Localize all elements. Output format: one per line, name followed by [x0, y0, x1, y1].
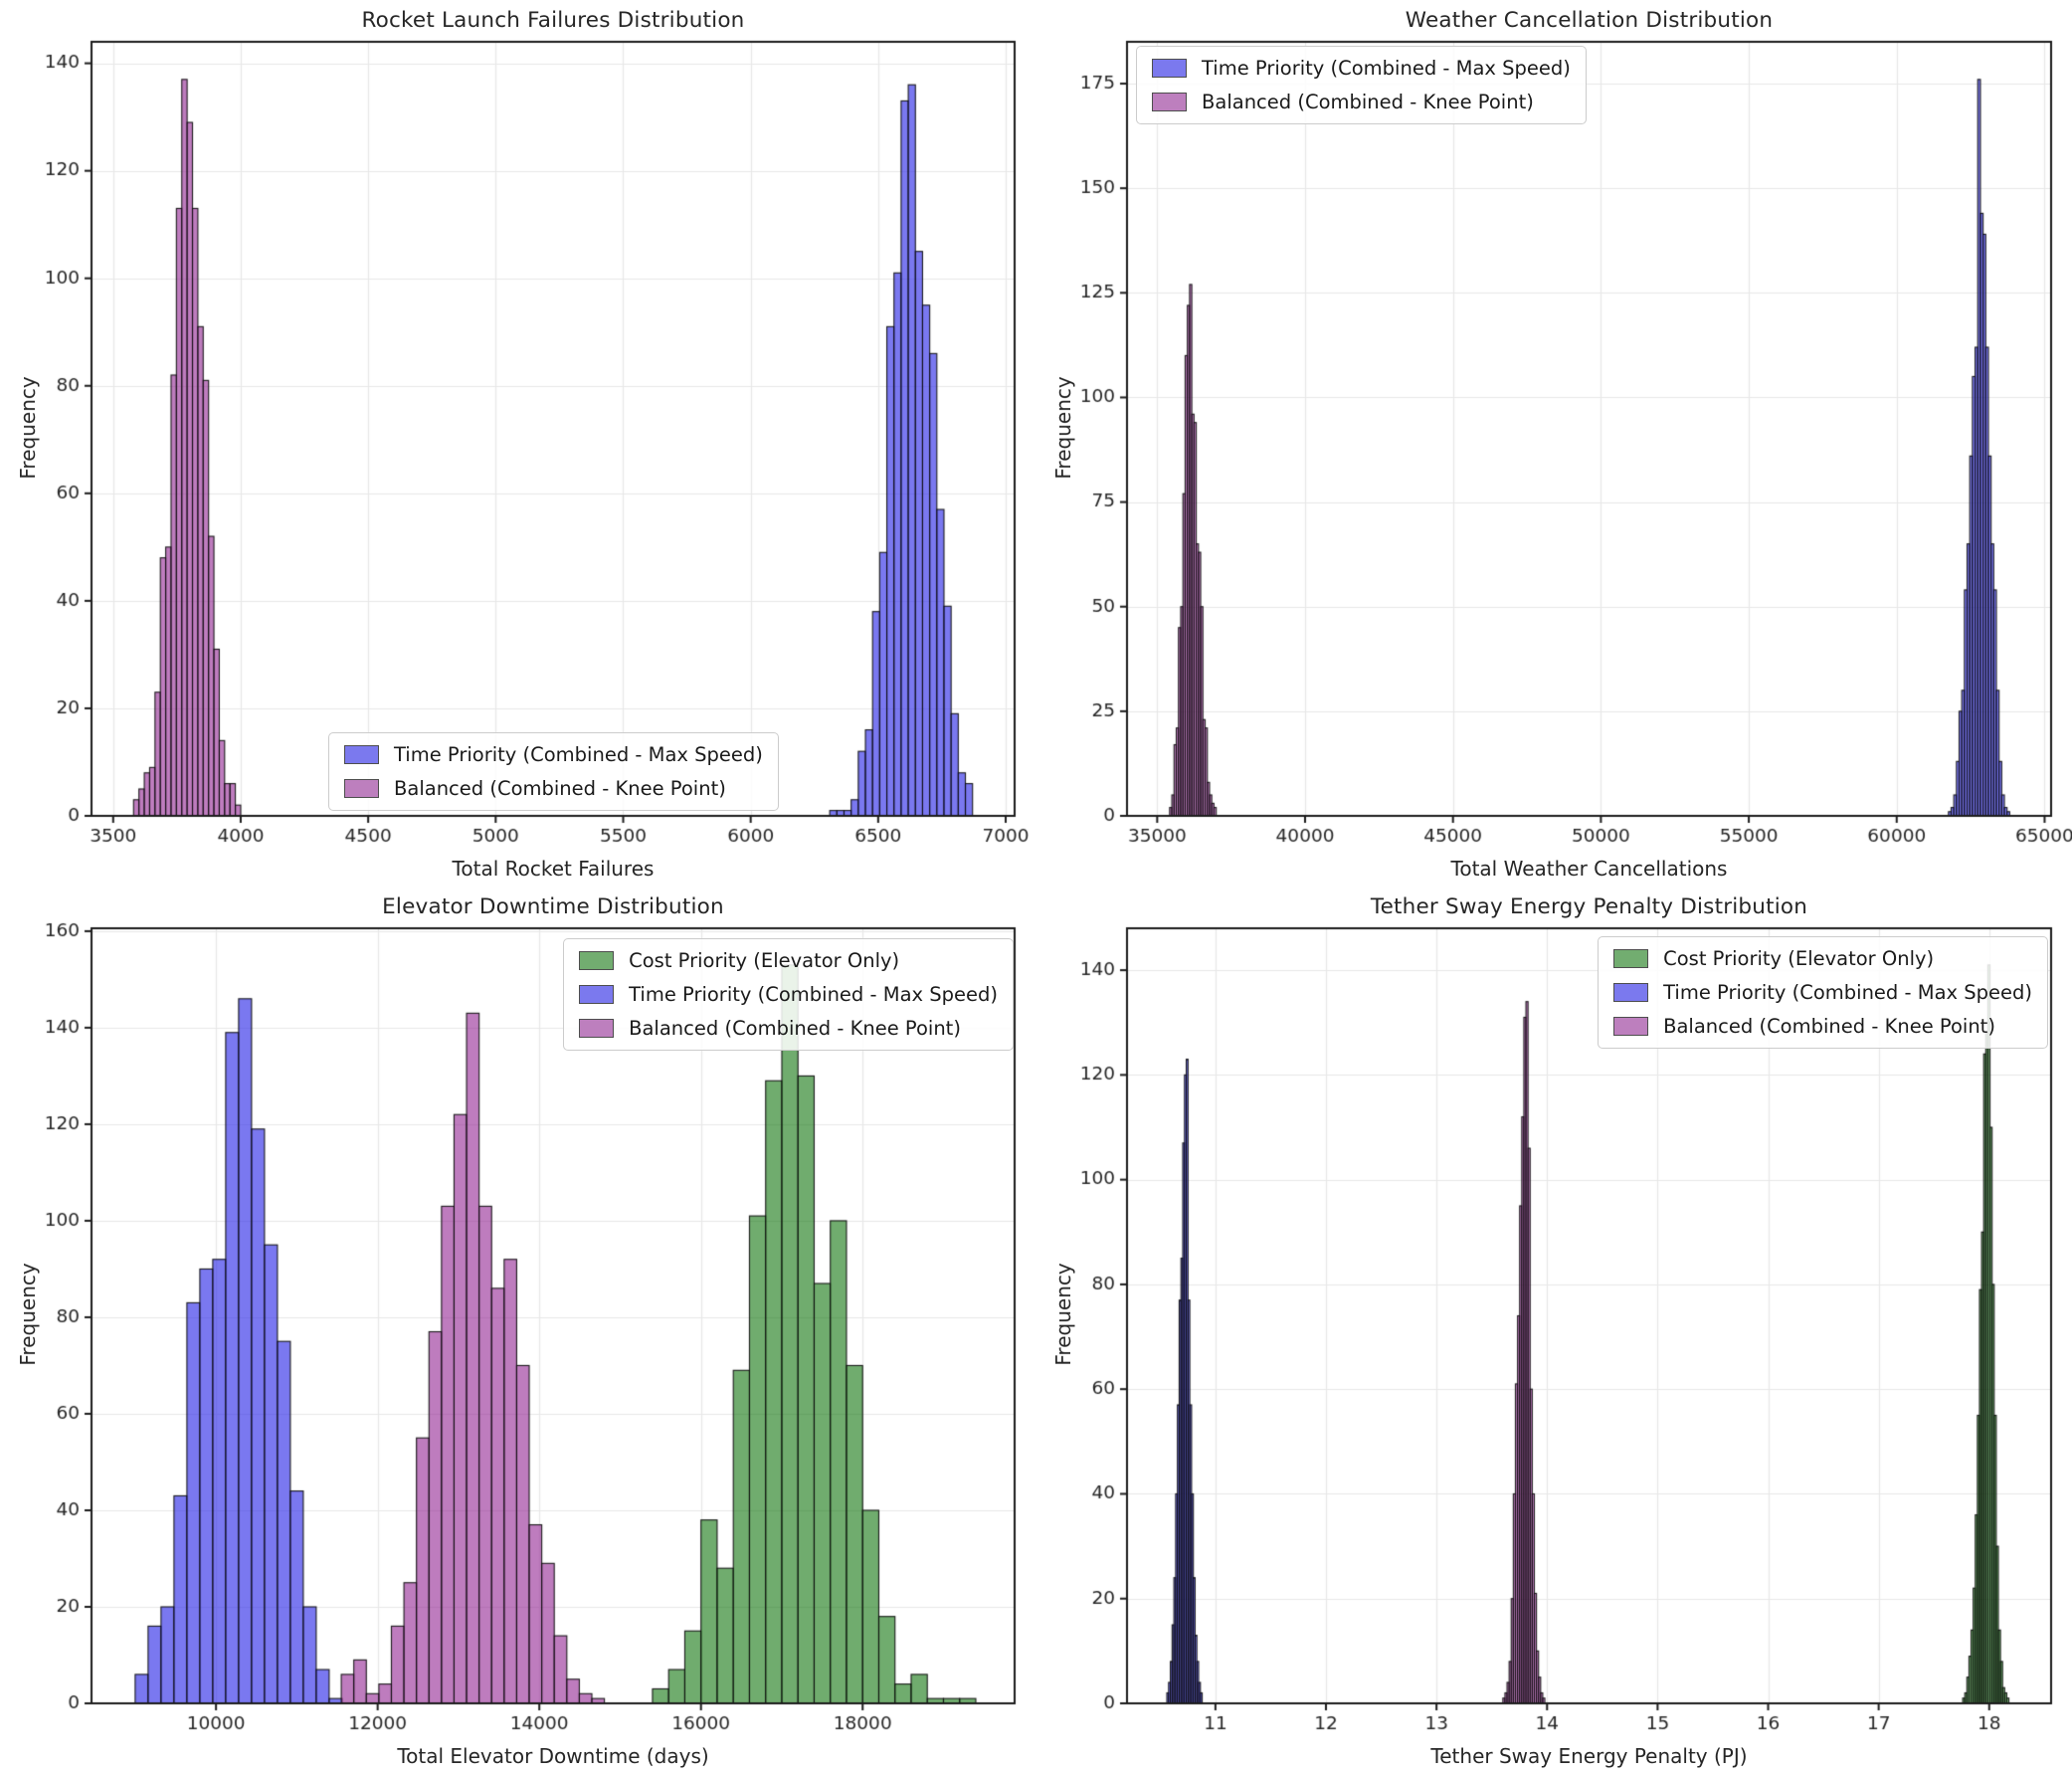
legend: Time Priority (Combined - Max Speed) Bala…	[328, 732, 779, 811]
x-axis-label: Total Rocket Failures	[452, 857, 655, 881]
legend-item: Cost Priority (Elevator Only)	[579, 949, 998, 972]
weather-cancellation-histogram	[1036, 0, 2072, 887]
legend-item: Balanced (Combined - Knee Point)	[579, 1017, 998, 1040]
y-axis-label: Frequency	[1051, 1263, 1075, 1366]
legend-item: Balanced (Combined - Knee Point)	[1152, 91, 1571, 113]
legend-label: Time Priority (Combined - Max Speed)	[394, 743, 763, 766]
legend-swatch-icon	[344, 745, 379, 764]
legend-label: Time Priority (Combined - Max Speed)	[629, 983, 998, 1006]
legend: Cost Priority (Elevator Only) Time Priori…	[1598, 936, 2048, 1049]
legend-label: Balanced (Combined - Knee Point)	[1202, 91, 1534, 113]
legend-label: Cost Priority (Elevator Only)	[1663, 947, 1935, 970]
legend-item: Time Priority (Combined - Max Speed)	[344, 743, 763, 766]
legend-label: Balanced (Combined - Knee Point)	[629, 1017, 961, 1040]
subplot-tether-sway: Tether Sway Energy Penalty Distribution …	[1036, 887, 2072, 1774]
legend: Cost Priority (Elevator Only) Time Priori…	[563, 938, 1014, 1051]
chart-title: Weather Cancellation Distribution	[1405, 8, 1774, 33]
legend-item: Time Priority (Combined - Max Speed)	[1613, 981, 2032, 1004]
legend-label: Cost Priority (Elevator Only)	[629, 949, 900, 972]
legend-swatch-icon	[1613, 1017, 1649, 1036]
legend-label: Balanced (Combined - Knee Point)	[394, 777, 726, 800]
y-axis-label: Frequency	[16, 1263, 40, 1366]
chart-title: Tether Sway Energy Penalty Distribution	[1370, 894, 1808, 919]
chart-title: Elevator Downtime Distribution	[382, 894, 724, 919]
x-axis-label: Tether Sway Energy Penalty (PJ)	[1430, 1744, 1748, 1768]
x-axis-label: Total Weather Cancellations	[1450, 857, 1728, 881]
subplot-elevator-downtime: Elevator Downtime Distribution Frequency…	[0, 887, 1036, 1774]
legend-swatch-icon	[1152, 93, 1187, 111]
legend-swatch-icon	[344, 779, 379, 798]
legend-item: Balanced (Combined - Knee Point)	[1613, 1015, 2032, 1038]
legend-label: Time Priority (Combined - Max Speed)	[1663, 981, 2032, 1004]
legend-swatch-icon	[579, 1019, 615, 1038]
subplot-rocket-failures: Rocket Launch Failures Distribution Freq…	[0, 0, 1036, 887]
legend: Time Priority (Combined - Max Speed) Bala…	[1136, 46, 1587, 124]
y-axis-label: Frequency	[16, 376, 40, 480]
legend-swatch-icon	[1613, 983, 1649, 1002]
legend-swatch-icon	[579, 985, 615, 1004]
legend-item: Balanced (Combined - Knee Point)	[344, 777, 763, 800]
subplot-weather-cancellations: Weather Cancellation Distribution Freque…	[1036, 0, 2072, 887]
legend-swatch-icon	[1152, 59, 1187, 78]
legend-swatch-icon	[579, 951, 615, 970]
legend-item: Cost Priority (Elevator Only)	[1613, 947, 2032, 970]
chart-title: Rocket Launch Failures Distribution	[361, 8, 745, 33]
legend-item: Time Priority (Combined - Max Speed)	[1152, 57, 1571, 80]
y-axis-label: Frequency	[1051, 376, 1075, 480]
legend-label: Balanced (Combined - Knee Point)	[1663, 1015, 1995, 1038]
legend-item: Time Priority (Combined - Max Speed)	[579, 983, 998, 1006]
legend-label: Time Priority (Combined - Max Speed)	[1202, 57, 1571, 80]
legend-swatch-icon	[1613, 949, 1649, 968]
x-axis-label: Total Elevator Downtime (days)	[397, 1744, 709, 1768]
